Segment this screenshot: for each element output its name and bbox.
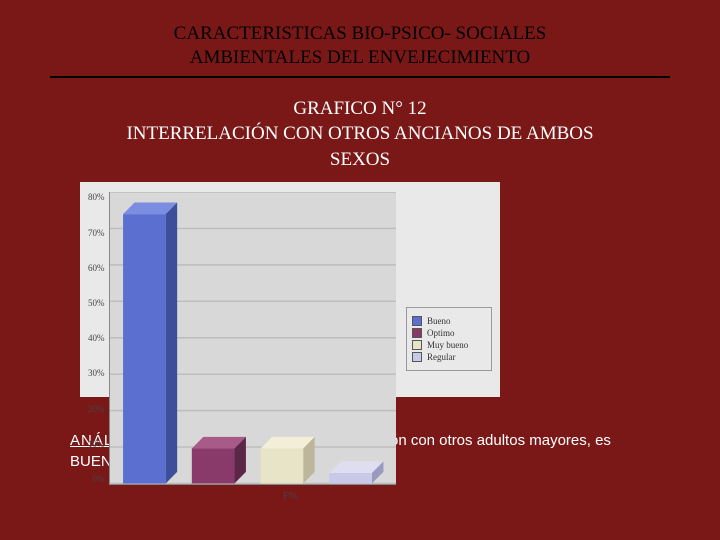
sub-line-3: SEXOS <box>50 147 670 173</box>
slide: CARACTERISTICAS BIO-PSICO- SOCIALES AMBI… <box>0 0 720 540</box>
legend-label: Regular <box>427 352 456 362</box>
y-tick-label: 70% <box>88 228 105 238</box>
y-tick-label: 10% <box>88 439 105 449</box>
y-tick-label: 60% <box>88 263 105 273</box>
legend: Bueno Optimo Muy bueno Regular <box>406 307 492 371</box>
legend-item: Regular <box>412 352 486 362</box>
legend-swatch <box>412 316 422 326</box>
legend-item: Bueno <box>412 316 486 326</box>
y-tick-label: 80% <box>88 192 105 202</box>
chart-heading: GRAFICO N° 12 INTERRELACIÓN CON OTROS AN… <box>50 96 670 173</box>
legend-swatch <box>412 352 422 362</box>
plot-area <box>109 192 397 485</box>
y-axis-labels: 80% 70% 60% 50% 40% 30% 20% 10% 0% <box>88 192 109 485</box>
y-tick-label: 0% <box>88 474 105 484</box>
legend-label: Muy bueno <box>427 340 468 350</box>
chart-main: 80% 70% 60% 50% 40% 30% 20% 10% 0% Bueno Optimo Mu… <box>88 192 492 485</box>
title-line-2: AMBIENTALES DEL ENVEJECIMIENTO <box>50 46 670 70</box>
y-tick-label: 20% <box>88 404 105 414</box>
sub-line-2: INTERRELACIÓN CON OTROS ANCIANOS DE AMBO… <box>50 121 670 147</box>
legend-item: Muy bueno <box>412 340 486 350</box>
legend-label: Bueno <box>427 316 451 326</box>
y-tick-label: 40% <box>88 333 105 343</box>
y-tick-label: 50% <box>88 298 105 308</box>
legend-label: Optimo <box>427 328 455 338</box>
title-rule <box>50 76 670 78</box>
bar-chart-svg <box>110 192 397 484</box>
chart-panel: 80%70%60%50%40%30%20%10%0% BuenoOptimoMu… <box>80 182 500 397</box>
slide-title: CARACTERISTICAS BIO-PSICO- SOCIALES AMBI… <box>50 22 670 70</box>
x-axis-label: F% <box>88 491 492 502</box>
y-tick-label: 30% <box>88 368 105 378</box>
legend-swatch <box>412 328 422 338</box>
title-line-1: CARACTERISTICAS BIO-PSICO- SOCIALES <box>50 22 670 46</box>
sub-line-1: GRAFICO N° 12 <box>50 96 670 122</box>
legend-swatch <box>412 340 422 350</box>
plot-and-legend: Bueno Optimo Muy bueno Regular <box>109 192 493 485</box>
legend-item: Optimo <box>412 328 486 338</box>
